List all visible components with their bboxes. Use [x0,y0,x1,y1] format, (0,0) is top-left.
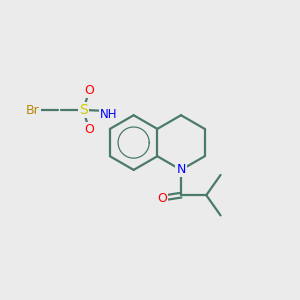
Text: S: S [79,103,88,117]
Text: NH: NH [100,108,117,121]
Text: O: O [84,84,94,98]
Text: O: O [157,192,166,205]
Text: O: O [84,123,94,136]
Text: N: N [176,164,186,176]
Text: Br: Br [26,104,40,117]
